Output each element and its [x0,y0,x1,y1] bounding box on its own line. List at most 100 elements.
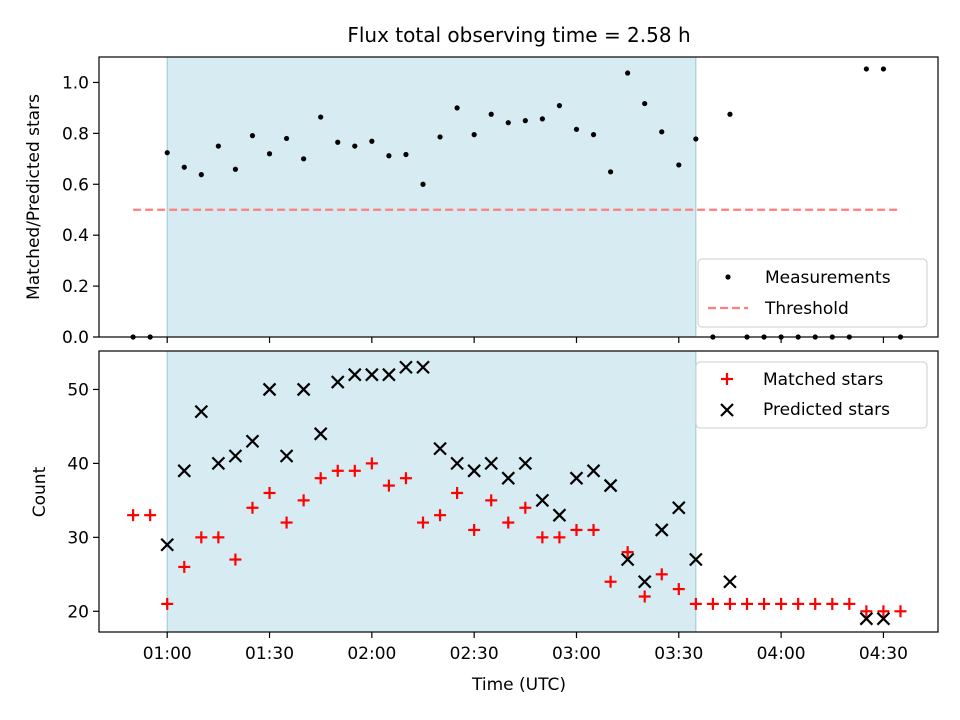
predicted-star-point [467,464,481,478]
predicted-star-point [433,441,447,456]
predicted-star-point [296,382,311,397]
measurement-point [301,156,307,162]
predicted-star-point [637,574,652,589]
measurement-point [454,105,460,111]
chart-title: Flux total observing time = 2.58 h [347,23,690,47]
predicted-star-point [228,449,243,463]
predicted-star-point [672,500,686,515]
matched-star-point [536,531,549,544]
predicted-star-point [859,611,874,626]
x-tick-label: 02:00 [347,644,396,664]
top-y-tick-label: 0.8 [62,124,89,144]
bottom-y-tick-label: 20 [67,602,89,622]
legend-measurements-label: Measurements [765,268,891,288]
measurement-point [283,135,290,142]
top-y-tick-label: 1.0 [62,73,89,93]
matched-star-point [621,546,634,559]
bottom-y-tick-label: 50 [67,380,89,400]
bottom-y-axis-label: Count [30,466,50,517]
predicted-star-point [876,611,891,626]
matched-star-point [468,523,481,536]
measurement-point [215,143,221,149]
matched-star-point [741,597,754,610]
matched-star-point [451,486,464,499]
bottom-axes-frame [98,350,939,633]
x-tick-label: 01:30 [245,644,294,664]
top-x-ticks [166,337,885,343]
x-tick-label: 02:30 [450,644,499,664]
top-y-tick-label: 0.2 [62,277,89,297]
bottom-observing-window [166,350,697,633]
predicted-star-point [211,456,226,471]
top-y-tick-label: 0.4 [62,226,89,246]
predicted-star-point [518,456,533,471]
matched-star-point [314,472,327,485]
x-tick-label: 03:30 [654,644,703,664]
matched-star-point [399,472,412,485]
matched-star-point [195,531,208,544]
matched-star-point [348,464,361,477]
predicted-star-point [484,456,498,471]
matched-star-point [877,605,890,618]
legend-matched-label: Matched stars [763,370,883,390]
top-y-tick-label: 0.6 [62,175,89,195]
matched-star-point [417,516,430,529]
measurement-point [198,172,204,178]
predicted-star-point [262,382,277,397]
legend-measurements-marker [725,274,731,280]
predicted-star-point [416,360,430,375]
predicted-star-point [365,367,379,382]
legend-predicted-label: Predicted stars [763,400,890,420]
matched-star-point [144,509,157,522]
top-y-ticks: 0.0 0.2 0.4 0.6 0.8 1.0 [62,73,99,348]
measurement-point [880,66,887,72]
predicted-star-point [723,574,737,589]
bottom-legend: Matched stars Predicted stars [695,361,928,429]
matched-star-point [826,597,839,610]
predicted-star-point [569,471,584,485]
measurement-point [369,138,375,144]
matched-star-point [758,597,771,610]
predicted-star-point [586,464,601,478]
measurement-point [539,116,545,122]
matched-star-point [672,583,685,596]
matched-star-point [161,597,174,610]
matched-star-point [297,494,310,507]
predicted-star-point [654,523,669,537]
predicted-star-point [450,456,464,471]
predicted-star-point [552,508,567,522]
measurement-point [403,151,409,158]
bottom-legend-box [695,361,928,429]
legend-threshold-label: Threshold [764,299,849,319]
measurement-point [693,136,699,142]
x-tick-label: 04:30 [859,644,908,664]
measurement-point [505,120,511,126]
measurement-points [130,66,904,340]
x-tick-label: 01:00 [143,644,192,664]
predicted-star-point [245,434,260,448]
matched-star-point [485,494,498,507]
matched-stars-points [127,457,907,618]
measurement-point [590,132,597,138]
top-y-axis-label: Matched/Predicted stars [24,94,44,300]
measurement-point [625,70,631,76]
measurement-point [386,153,392,159]
x-axis-label: Time (UTC) [471,675,566,695]
predicted-star-point [501,471,516,485]
matched-star-point [263,486,276,499]
measurement-point [437,134,443,140]
matched-star-point [365,457,378,470]
bottom-y-tick-label: 40 [67,454,89,474]
measurement-point [232,166,239,172]
matched-star-point [792,597,805,610]
matched-star-point [894,605,907,618]
measurement-point [573,126,580,132]
measurement-point [164,150,170,156]
matched-star-point [843,597,856,610]
x-tick-label: 04:00 [757,644,806,664]
matched-star-point [502,516,515,529]
matched-star-point [587,523,600,536]
predicted-star-point [313,427,328,441]
